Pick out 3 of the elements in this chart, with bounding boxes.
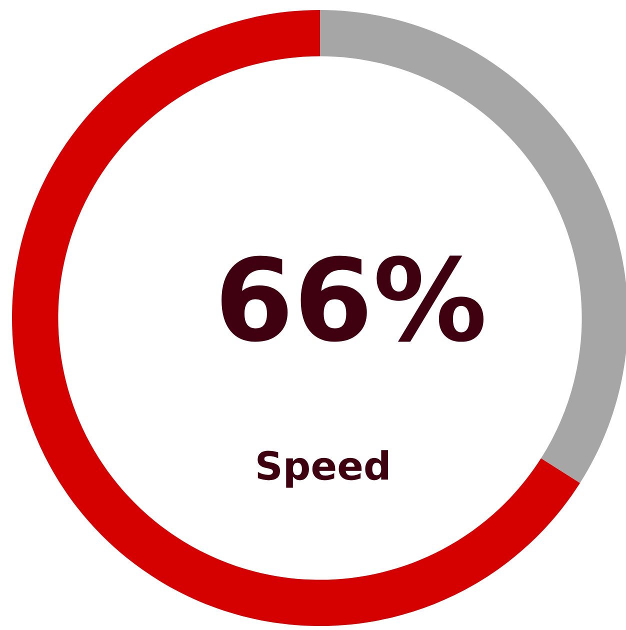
donut-slice: [12, 10, 580, 626]
text: 66%: [222, 256, 484, 342]
text: Speed: [258, 450, 388, 488]
